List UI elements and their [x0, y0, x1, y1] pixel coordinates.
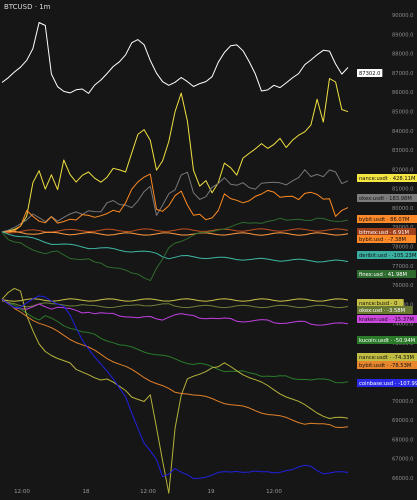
time-tick-label: 19: [208, 489, 215, 495]
series-badge-label: bitmex:usd · 6.91M: [359, 230, 409, 236]
price-tick-label: 77000.0: [392, 264, 413, 270]
series-badge-label: nance:usdt · -74.33M: [359, 355, 414, 361]
price-tick-label: 86000.0: [392, 90, 413, 96]
series-badge-label: okex:usdt · 183.98M: [359, 196, 412, 202]
series-badge-bg: [357, 251, 417, 259]
cvd-line: [1, 300, 349, 309]
price-tick-label: 76000.0: [392, 283, 413, 289]
series-badge-label: bybit:usd · -7.38M: [359, 237, 406, 243]
series-badge-bg: [357, 306, 413, 314]
series-badge-bg: [357, 228, 416, 236]
price-tick-label: 80000.0: [392, 206, 413, 212]
price-tick-label: 82000.0: [392, 167, 413, 173]
price-tick-label: 74000.0: [392, 322, 413, 328]
price-tick-label: 67000.0: [392, 457, 413, 463]
series-badge-label: bybit:usdt · -78.53M: [359, 363, 411, 369]
series-badge-label: 87302.0: [359, 71, 380, 77]
series-badge-bg: [357, 270, 416, 278]
time-tick-label: 12:00: [140, 489, 156, 495]
price-tick-label: 81000.0: [392, 187, 413, 193]
cvd-line: [1, 217, 349, 282]
series-badge-label: nance:usdt · 428.11M: [359, 176, 415, 182]
chart-title: BTCUSD · 1m: [4, 3, 51, 11]
cvd-line: [1, 298, 349, 326]
series-badge-label: coinbase:usd · -107.99M: [359, 381, 417, 387]
series-badge-bg: [357, 315, 417, 323]
series-badge-bg: [357, 215, 417, 223]
series-badge-bg: [357, 336, 417, 344]
price-tick-label: 90000.0: [392, 13, 413, 19]
time-tick-label: 12:00: [14, 489, 30, 495]
cvd-line: [1, 78, 349, 233]
cvd-line: [1, 169, 349, 233]
series-badge-label: nance:busd · 0: [359, 301, 397, 307]
series-badge-bg: [357, 235, 416, 243]
price-tick-label: 88000.0: [392, 52, 413, 58]
price-tick-label: 83000.0: [392, 148, 413, 154]
cvd-line: [1, 300, 349, 428]
price-tick-label: 70000.0: [392, 399, 413, 405]
price-tick-label: 69000.0: [392, 418, 413, 424]
time-tick-label: 12:00: [266, 489, 282, 495]
series-badge-label: bybit:usdt · 86.07M: [359, 217, 409, 223]
cvd-line: [1, 295, 349, 480]
series-badge-bg: [357, 353, 417, 361]
series-badge-bg: [357, 174, 417, 182]
series-badge-bg: [357, 69, 383, 77]
price-tick-label: 66000.0: [392, 476, 413, 482]
price-tick-label: 87000.0: [392, 71, 413, 77]
price-tick-label: 85000.0: [392, 109, 413, 115]
series-badge-label: deribit:usd · -105.23M: [359, 253, 416, 259]
time-tick-label: 18: [83, 489, 90, 495]
cvd-line: [1, 173, 349, 233]
price-tick-label: 78000.0: [392, 245, 413, 251]
price-tick-label: 68000.0: [392, 437, 413, 443]
series-badge-bg: [357, 361, 417, 369]
price-line: [1, 22, 349, 94]
series-badge-bg: [357, 194, 417, 202]
cvd-line: [1, 300, 349, 384]
cvd-line: [1, 230, 349, 236]
series-badge-label: kraken:usd · -15.37M: [359, 317, 414, 323]
cvd-line: [1, 231, 349, 263]
series-badge-label: okex:usd · -3.58M: [359, 308, 405, 314]
price-tick-label: 84000.0: [392, 129, 413, 135]
series-badge-label: finex:usd · 41.98M: [359, 272, 407, 278]
cvd-line: [1, 298, 349, 302]
series-badge-bg: [357, 379, 417, 387]
cvd-line: [1, 228, 349, 234]
series-badge-bg: [357, 299, 404, 307]
cvd-line: [1, 287, 349, 494]
price-tick-label: 89000.0: [392, 32, 413, 38]
series-badge-label: kucoin:usdt · -50.94M: [359, 338, 415, 344]
